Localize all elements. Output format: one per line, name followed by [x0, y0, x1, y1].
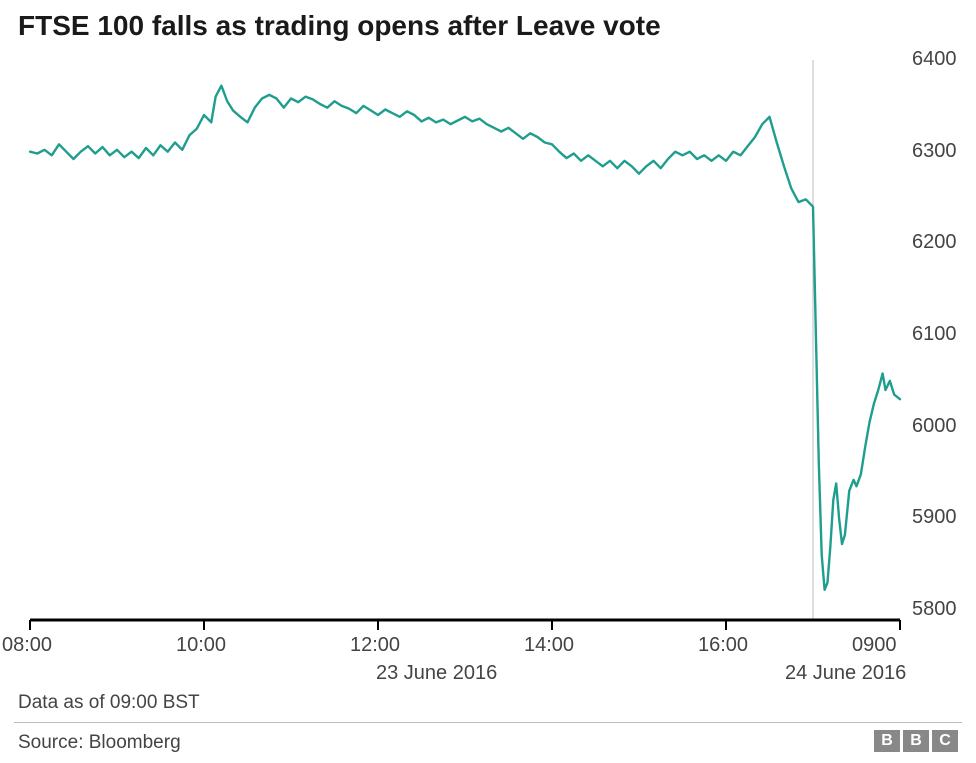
- y-tick-label: 6100: [912, 323, 957, 346]
- x-tick-label: 14:00: [524, 634, 574, 657]
- ftse-100-series-line: [30, 86, 900, 590]
- chart-container: FTSE 100 falls as trading opens after Le…: [0, 0, 976, 763]
- y-tick-label: 5800: [912, 598, 957, 621]
- chart-title: FTSE 100 falls as trading opens after Le…: [18, 10, 661, 42]
- y-tick-label: 6300: [912, 140, 957, 163]
- x-tick-label: 0900: [852, 634, 897, 657]
- x-tick-label: 10:00: [176, 634, 226, 657]
- source-attribution: Source: Bloomberg: [18, 732, 181, 754]
- x-tick-label: 16:00: [698, 634, 748, 657]
- bbc-logo: BBC: [874, 730, 958, 752]
- x-tick-label: 08:00: [2, 634, 52, 657]
- x-day-label: 23 June 2016: [376, 662, 497, 685]
- line-chart-svg: [30, 60, 900, 610]
- bbc-logo-letter: C: [932, 730, 958, 752]
- y-tick-label: 5900: [912, 506, 957, 529]
- y-tick-label: 6200: [912, 231, 957, 254]
- y-tick-label: 6000: [912, 415, 957, 438]
- bbc-logo-letter: B: [874, 730, 900, 752]
- x-day-label: 24 June 2016: [785, 662, 906, 685]
- data-asof-note: Data as of 09:00 BST: [18, 692, 200, 714]
- y-tick-label: 6400: [912, 48, 957, 71]
- bbc-logo-letter: B: [903, 730, 929, 752]
- x-tick-label: 12:00: [350, 634, 400, 657]
- footer-divider: [14, 722, 962, 723]
- plot-area: [30, 60, 900, 610]
